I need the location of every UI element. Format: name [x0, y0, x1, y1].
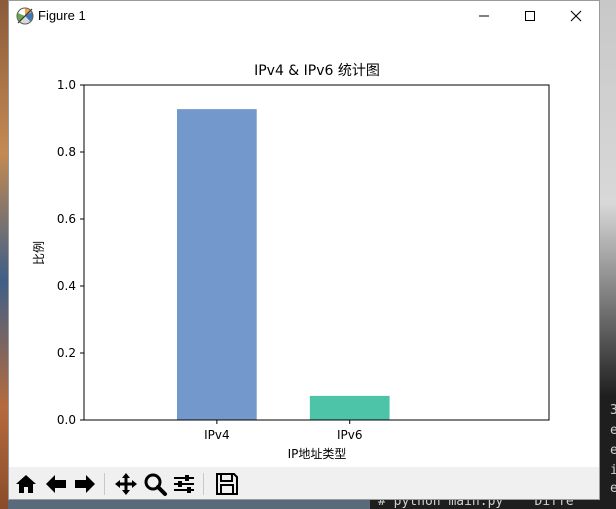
- figure-window: Figure 1 IPv4 & IPv6 统计图 0.0 0.2 0.4 0.6 0.8…: [8, 0, 600, 500]
- back-icon: [46, 475, 66, 493]
- pan-icon: [115, 473, 137, 495]
- navigation-toolbar: [9, 467, 599, 499]
- bar-chart: IPv4 & IPv6 统计图 0.0 0.2 0.4 0.6 0.8 1.0 IPv4 I…: [32, 63, 550, 461]
- zoom-icon: [144, 473, 167, 496]
- y-axis-label: 比例: [32, 241, 46, 265]
- matplotlib-icon: [16, 7, 34, 25]
- figure-canvas[interactable]: IPv4 & IPv6 统计图 0.0 0.2 0.4 0.6 0.8 1.0 IPv4 I…: [9, 31, 599, 467]
- title-bar[interactable]: Figure 1: [9, 1, 599, 31]
- zoom-button[interactable]: [142, 471, 168, 497]
- y-tick-label: 0.8: [57, 145, 76, 159]
- bar-ipv4: [177, 109, 257, 421]
- toolbar-separator: [203, 473, 204, 495]
- x-tick-label: IPv4: [204, 428, 230, 442]
- back-button[interactable]: [43, 471, 69, 497]
- plot-frame: [83, 84, 550, 421]
- x-tick-label: IPv6: [337, 428, 363, 442]
- desktop-background-left: [0, 0, 8, 509]
- y-tick-label: 0.2: [57, 346, 76, 360]
- terminal-fragment: e: [610, 423, 616, 438]
- close-icon: [570, 10, 582, 22]
- chart-title: IPv4 & IPv6 统计图: [254, 63, 380, 79]
- close-button[interactable]: [553, 1, 599, 31]
- x-axis-label: IP地址类型: [288, 447, 347, 461]
- forward-icon: [75, 475, 95, 493]
- bar-ipv6: [309, 395, 390, 420]
- home-icon: [16, 475, 36, 493]
- minimize-icon: [479, 15, 489, 17]
- y-tick-label: 0.6: [57, 212, 76, 226]
- forward-button[interactable]: [72, 471, 98, 497]
- terminal-fragment: i: [610, 463, 616, 478]
- home-button[interactable]: [13, 471, 39, 497]
- maximize-button[interactable]: [507, 1, 553, 31]
- terminal-fragment: e: [610, 443, 616, 458]
- configure-subplots-button[interactable]: [171, 471, 197, 497]
- terminal-fragment: e: [610, 481, 616, 496]
- y-tick-label: 0.4: [57, 279, 76, 293]
- minimize-button[interactable]: [461, 1, 507, 31]
- y-tick-label: 1.0: [57, 78, 76, 92]
- y-tick-label: 0.0: [57, 413, 76, 427]
- save-icon: [216, 473, 238, 495]
- toolbar-separator: [104, 473, 105, 495]
- terminal-fragment: 3: [610, 403, 616, 418]
- window-title: Figure 1: [38, 8, 86, 23]
- save-button[interactable]: [214, 471, 240, 497]
- pan-button[interactable]: [113, 471, 139, 497]
- desktop-background-right: 3 e e i e: [600, 0, 616, 509]
- maximize-icon: [525, 11, 535, 21]
- configure-subplots-icon: [174, 475, 194, 493]
